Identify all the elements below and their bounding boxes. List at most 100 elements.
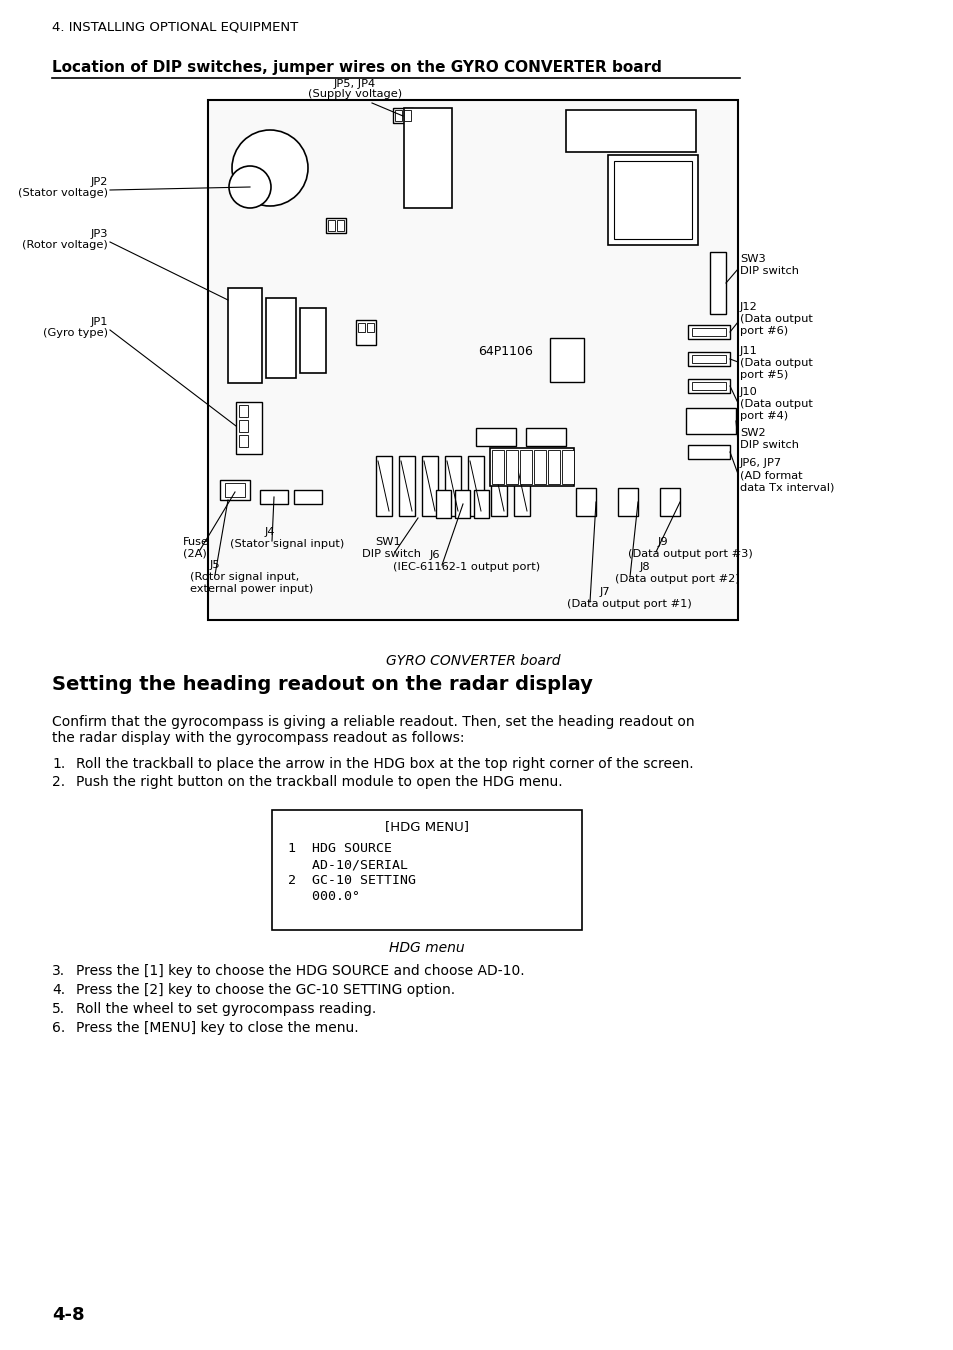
Bar	[272, 810, 581, 930]
Text: (Gyro type): (Gyro type)	[43, 328, 108, 338]
Text: (Data output: (Data output	[740, 400, 812, 409]
Text: Roll the wheel to set gyrocompass reading.: Roll the wheel to set gyrocompass readin…	[76, 1002, 375, 1017]
Text: 5.: 5.	[52, 1002, 65, 1017]
Text: 000.0°: 000.0°	[288, 890, 359, 903]
Text: (Stator voltage): (Stator voltage)	[18, 188, 108, 198]
Text: (Data output: (Data output	[740, 358, 812, 369]
Bar	[367, 323, 374, 332]
Text: J8: J8	[639, 562, 650, 572]
Bar	[357, 323, 365, 332]
Bar	[607, 155, 698, 244]
Text: (Data output port #3): (Data output port #3)	[627, 549, 752, 559]
Text: 4.: 4.	[52, 983, 65, 998]
Text: (2A): (2A)	[183, 549, 207, 559]
Bar	[491, 456, 506, 516]
Bar	[474, 490, 489, 518]
Text: (AD format: (AD format	[740, 470, 801, 481]
Text: J10: J10	[740, 387, 757, 397]
Text: 1  HDG SOURCE: 1 HDG SOURCE	[288, 842, 392, 855]
Bar	[561, 450, 574, 485]
Text: data Tx interval): data Tx interval)	[740, 482, 834, 491]
Text: Confirm that the gyrocompass is giving a reliable readout. Then, set the heading: Confirm that the gyrocompass is giving a…	[52, 716, 694, 729]
Bar	[709, 252, 725, 315]
Bar	[239, 420, 248, 432]
Bar	[228, 288, 262, 383]
Text: (Rotor voltage): (Rotor voltage)	[22, 240, 108, 250]
Text: DIP switch: DIP switch	[361, 549, 420, 559]
Text: SW3: SW3	[740, 254, 765, 265]
Bar	[266, 298, 295, 378]
Text: JP5, JP4: JP5, JP4	[334, 80, 375, 89]
Bar	[398, 456, 415, 516]
Bar	[550, 338, 583, 382]
Text: SW1: SW1	[375, 537, 400, 547]
Bar	[576, 487, 596, 516]
Bar	[208, 100, 738, 620]
Bar	[393, 108, 413, 123]
Text: J5: J5	[210, 560, 220, 570]
Text: Press the [MENU] key to close the menu.: Press the [MENU] key to close the menu.	[76, 1021, 358, 1035]
Bar	[534, 450, 545, 485]
Bar	[336, 220, 344, 231]
Bar	[239, 405, 248, 417]
Bar	[299, 308, 326, 373]
Bar	[403, 109, 411, 122]
Text: JP2: JP2	[91, 177, 108, 188]
Text: port #4): port #4)	[740, 410, 787, 421]
Text: J6: J6	[430, 549, 440, 560]
Circle shape	[229, 166, 271, 208]
Text: port #6): port #6)	[740, 325, 787, 336]
Text: 4-8: 4-8	[52, 1305, 85, 1324]
Text: (Data output port #2): (Data output port #2)	[615, 574, 739, 585]
Bar	[687, 446, 729, 459]
Bar	[687, 325, 729, 339]
Bar	[514, 456, 530, 516]
Text: J12: J12	[740, 302, 757, 312]
Text: Roll the trackball to place the arrow in the HDG box at the top right corner of : Roll the trackball to place the arrow in…	[76, 757, 693, 771]
Bar	[525, 428, 565, 446]
Bar	[421, 456, 437, 516]
Bar	[468, 456, 483, 516]
Text: SW2: SW2	[740, 428, 765, 437]
Text: (IEC-61162-1 output port): (IEC-61162-1 output port)	[393, 562, 539, 572]
Bar	[687, 379, 729, 393]
Bar	[395, 109, 401, 122]
Bar	[547, 450, 559, 485]
Text: Press the [1] key to choose the HDG SOURCE and choose AD-10.: Press the [1] key to choose the HDG SOUR…	[76, 964, 524, 977]
Bar	[375, 456, 392, 516]
Text: J4: J4	[265, 526, 275, 537]
Text: Push the right button on the trackball module to open the HDG menu.: Push the right button on the trackball m…	[76, 775, 562, 788]
Text: (Rotor signal input,: (Rotor signal input,	[190, 572, 299, 582]
Text: GYRO CONVERTER board: GYRO CONVERTER board	[385, 653, 559, 668]
Bar	[505, 450, 517, 485]
Bar	[403, 108, 452, 208]
Text: DIP switch: DIP switch	[740, 440, 799, 450]
Text: 1.: 1.	[52, 757, 65, 771]
Bar	[455, 490, 470, 518]
Bar	[519, 450, 532, 485]
Text: HDG menu: HDG menu	[389, 941, 464, 954]
Text: JP1: JP1	[91, 317, 108, 327]
Bar	[444, 456, 460, 516]
Bar	[691, 382, 725, 390]
Text: 2.: 2.	[52, 775, 65, 788]
Text: AD-10/SERIAL: AD-10/SERIAL	[288, 859, 408, 871]
Text: J7: J7	[599, 587, 610, 597]
Text: (Supply voltage): (Supply voltage)	[308, 89, 401, 99]
Text: (Data output: (Data output	[740, 315, 812, 324]
Bar	[476, 428, 516, 446]
Circle shape	[232, 130, 308, 207]
Bar	[239, 435, 248, 447]
Text: J11: J11	[740, 346, 757, 356]
Text: JP3: JP3	[91, 230, 108, 239]
Text: 64P1106: 64P1106	[477, 346, 533, 358]
Bar	[691, 328, 725, 336]
Text: JP6, JP7: JP6, JP7	[740, 458, 781, 468]
Bar	[260, 490, 288, 504]
Bar	[220, 481, 250, 500]
Bar	[294, 490, 322, 504]
Bar	[565, 109, 696, 153]
Bar	[225, 483, 245, 497]
Text: J9: J9	[658, 537, 668, 547]
Bar	[659, 487, 679, 516]
